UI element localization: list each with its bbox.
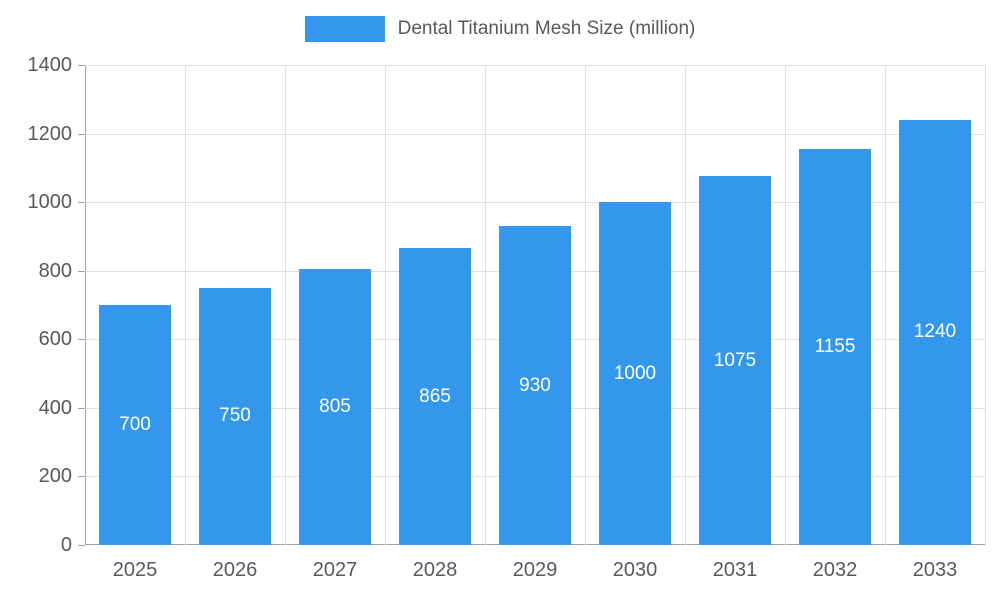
bar[interactable] <box>899 119 971 545</box>
y-axis-line <box>85 65 86 545</box>
y-tick-label: 0 <box>60 534 72 556</box>
vertical-gridline <box>685 65 686 545</box>
y-axis-tick <box>78 339 85 341</box>
bar[interactable] <box>599 202 671 545</box>
bar-value-label: 865 <box>419 385 451 407</box>
plot-area: 700 750 805 865 930 1000 1075 1155 1240 <box>78 65 986 546</box>
bar-value-label: 700 <box>119 414 151 435</box>
bar[interactable] <box>299 269 371 545</box>
bar-value-label: 805 <box>319 396 351 417</box>
bar-value-label: 1075 <box>713 349 757 371</box>
y-tick-label: 400 <box>38 396 72 419</box>
x-tick-label: 2027 <box>312 559 358 581</box>
horizontal-gridline <box>85 202 985 204</box>
bar[interactable] <box>99 305 171 545</box>
y-axis-tick <box>78 407 85 409</box>
vertical-gridline <box>285 65 286 545</box>
bar-value-label: 1000 <box>613 362 657 384</box>
chart-legend[interactable]: Dental Titanium Mesh Size (million) <box>0 16 1000 42</box>
y-axis-tick <box>78 65 85 66</box>
x-tick-label: 2032 <box>812 559 858 581</box>
vertical-gridline <box>185 65 186 545</box>
bar-value-label: 750 <box>219 405 251 427</box>
vertical-gridline <box>885 65 886 545</box>
x-tick-label: 2028 <box>412 559 458 581</box>
y-axis-tick <box>78 476 85 478</box>
x-tick-label: 2029 <box>512 559 558 581</box>
y-tick-label: 800 <box>38 259 72 282</box>
legend-label: Dental Titanium Mesh Size (million) <box>397 18 696 39</box>
x-tick-label: 2031 <box>712 559 758 581</box>
bar[interactable] <box>399 248 471 545</box>
bar-value-label: 930 <box>519 374 551 396</box>
y-axis-tick <box>78 270 85 272</box>
x-tick-label: 2033 <box>912 559 958 581</box>
horizontal-gridline <box>85 65 985 66</box>
bar-value-label: 1240 <box>913 321 957 343</box>
y-tick-label: 1000 <box>27 191 73 214</box>
bar[interactable] <box>499 226 571 545</box>
y-axis-tick <box>78 202 85 204</box>
bar-value-label: 1155 <box>814 336 856 357</box>
legend-swatch <box>304 16 385 42</box>
vertical-gridline <box>385 65 386 545</box>
x-tick-label: 2026 <box>212 559 258 581</box>
y-tick-label: 200 <box>38 465 72 488</box>
bar[interactable] <box>199 287 271 545</box>
horizontal-gridline <box>85 133 985 135</box>
y-tick-label: 1200 <box>27 122 73 145</box>
y-tick-label: 600 <box>38 328 72 351</box>
x-tick-label: 2030 <box>612 559 658 581</box>
vertical-gridline <box>785 65 786 545</box>
x-tick-label: 2025 <box>112 559 158 581</box>
vertical-gridline <box>985 65 986 545</box>
vertical-gridline <box>485 65 486 545</box>
y-tick-label: 1400 <box>27 54 73 76</box>
y-axis-tick <box>78 545 85 546</box>
bar[interactable] <box>799 149 871 545</box>
bar[interactable] <box>699 176 771 545</box>
y-axis-tick <box>78 133 85 135</box>
vertical-gridline <box>585 65 586 545</box>
